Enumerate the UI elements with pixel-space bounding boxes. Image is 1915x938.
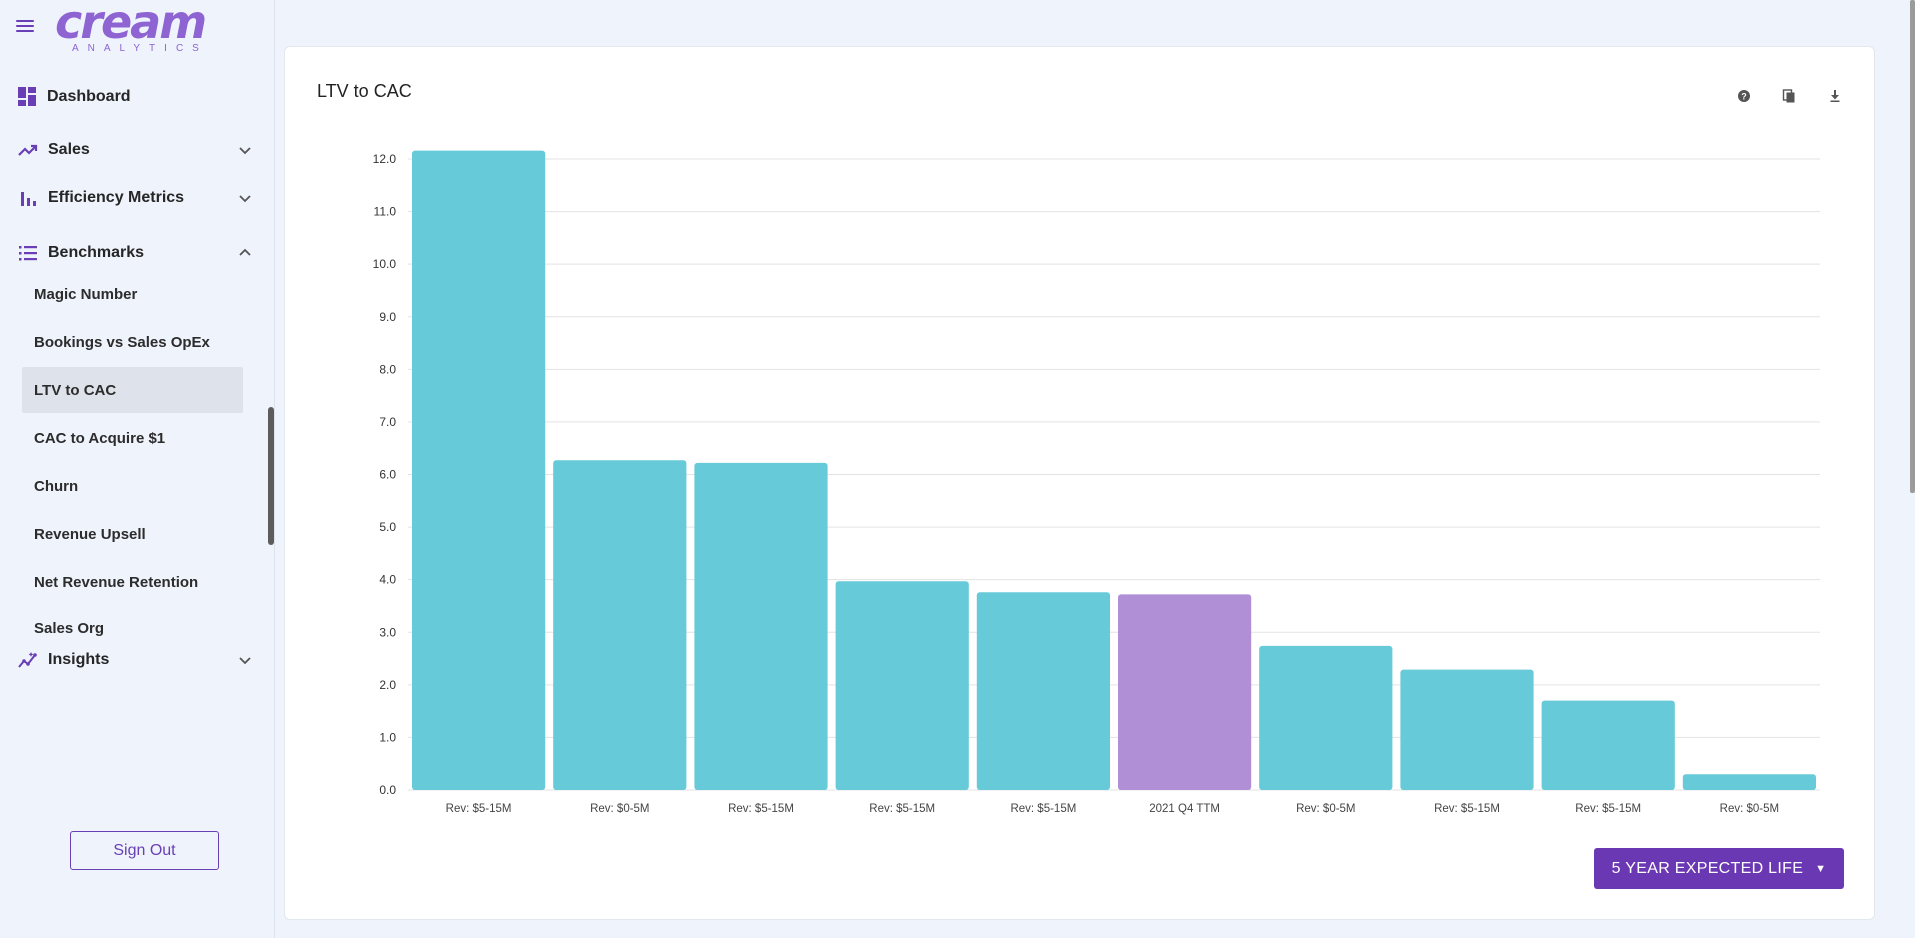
- x-tick-label: Rev: $5-15M: [1434, 803, 1500, 815]
- y-tick-label: 9.0: [379, 310, 396, 324]
- logo-wordmark: cream: [55, 0, 207, 49]
- x-tick-label: Rev: $0-5M: [590, 803, 649, 815]
- sidebar-item-label: Dashboard: [47, 88, 131, 105]
- y-tick-label: 7.0: [379, 415, 396, 429]
- sidebar-item-efficiency-metrics[interactable]: Efficiency Metrics: [0, 178, 260, 218]
- bar[interactable]: [976, 592, 1110, 790]
- y-tick-label: 2.0: [379, 678, 396, 692]
- y-tick-label: 3.0: [379, 625, 396, 639]
- x-tick-label: Rev: $5-15M: [1010, 803, 1076, 815]
- help-icon[interactable]: ?: [1737, 89, 1751, 103]
- expected-life-dropdown[interactable]: 5 YEAR EXPECTED LIFE ▼: [1594, 848, 1844, 889]
- sidebar-item-label: Sales: [48, 141, 90, 158]
- sign-out-button[interactable]: Sign Out: [70, 831, 219, 870]
- sidebar-item-label: Revenue Upsell: [34, 525, 146, 543]
- x-tick-label: 2021 Q4 TTM: [1149, 803, 1220, 815]
- sidebar-item-label: Net Revenue Retention: [34, 573, 199, 591]
- sidebar-item-dashboard[interactable]: Dashboard: [0, 77, 260, 117]
- chevron-down-icon: [239, 657, 251, 665]
- page-title: LTV to CAC: [317, 81, 412, 101]
- x-tick-label: Rev: $5-15M: [728, 803, 794, 815]
- sidebar-item-label: Benchmarks: [48, 244, 145, 261]
- bar[interactable]: [1682, 774, 1816, 790]
- y-tick-label: 4.0: [379, 573, 396, 587]
- y-tick-label: 11.0: [374, 205, 397, 219]
- y-tick-label: 6.0: [379, 468, 396, 482]
- sidebar-item-insights[interactable]: Insights: [0, 640, 260, 680]
- logo-subtitle: ANALYTICS: [72, 43, 208, 54]
- menu-icon[interactable]: [16, 18, 36, 34]
- bar[interactable]: [412, 150, 546, 790]
- chart-card: LTV to CAC ? 0.0 1.0 2.0 3.0 4.0 5.0 6.0 7.0 8.0…: [284, 46, 1875, 920]
- page-scrollbar[interactable]: [1910, 0, 1915, 493]
- sidebar-item-benchmarks[interactable]: Benchmarks: [0, 233, 260, 273]
- sidebar-item-label: LTV to CAC: [34, 381, 117, 399]
- copy-icon[interactable]: [1782, 89, 1796, 103]
- chevron-down-icon: [239, 195, 251, 203]
- insights-icon: [18, 652, 37, 668]
- sidebar-item-ltv-to-cac[interactable]: LTV to CAC: [22, 367, 243, 413]
- sidebar-item-label: Sales Org: [34, 620, 105, 637]
- caret-down-icon: ▼: [1815, 862, 1827, 875]
- sidebar-item-label: Churn: [34, 477, 79, 495]
- bar[interactable]: [1400, 669, 1534, 790]
- sidebar-item-label: Insights: [48, 651, 110, 668]
- sidebar-item-sales-org[interactable]: Sales Org: [22, 608, 243, 638]
- sidebar-item-sales[interactable]: Sales: [0, 130, 260, 170]
- logo: cream ANALYTICS: [55, 0, 225, 56]
- trending-up-icon: [18, 144, 38, 156]
- bar[interactable]: [1118, 594, 1252, 790]
- x-tick-label: Rev: $0-5M: [1720, 803, 1779, 815]
- sidebar-item-cac-to-acquire[interactable]: CAC to Acquire $1: [22, 415, 243, 461]
- x-tick-label: Rev: $5-15M: [869, 803, 935, 815]
- sidebar-item-revenue-upsell[interactable]: Revenue Upsell: [22, 511, 243, 557]
- sidebar-item-churn[interactable]: Churn: [22, 463, 243, 509]
- sidebar-item-label: CAC to Acquire $1: [34, 429, 166, 447]
- y-tick-label: 0.0: [379, 783, 396, 797]
- y-tick-label: 5.0: [379, 520, 396, 534]
- x-tick-label: Rev: $5-15M: [1575, 803, 1641, 815]
- bar[interactable]: [553, 460, 687, 790]
- sidebar-item-label: Magic Number: [34, 285, 138, 303]
- bar-chart-icon: [21, 192, 36, 206]
- chevron-down-icon: [239, 147, 251, 155]
- sidebar-item-bookings-vs-sales-opex[interactable]: Bookings vs Sales OpEx: [22, 319, 243, 365]
- bar[interactable]: [694, 462, 828, 790]
- x-tick-label: Rev: $5-15M: [446, 803, 512, 815]
- chevron-up-icon: [239, 248, 251, 256]
- sidebar-item-net-revenue-retention[interactable]: Net Revenue Retention: [22, 559, 243, 605]
- y-tick-label: 10.0: [373, 257, 397, 271]
- y-tick-label: 12.0: [373, 152, 397, 166]
- bar[interactable]: [835, 581, 969, 790]
- bar[interactable]: [1541, 700, 1675, 790]
- sidebar-item-label: Efficiency Metrics: [48, 189, 185, 206]
- list-icon: [19, 246, 37, 261]
- bar-chart: 0.0 1.0 2.0 3.0 4.0 5.0 6.0 7.0 8.0 9.0 10.0 11.0 12…: [373, 150, 1820, 815]
- dropdown-selected-value: 5 YEAR EXPECTED LIFE: [1611, 859, 1804, 877]
- dashboard-icon: [18, 87, 36, 106]
- bar[interactable]: [1259, 645, 1393, 790]
- sidebar: cream ANALYTICS Dashboard Sales Efficien…: [0, 0, 275, 938]
- y-tick-label: 8.0: [379, 362, 396, 376]
- download-icon[interactable]: [1828, 89, 1842, 103]
- sidebar-scrollbar[interactable]: [268, 407, 274, 545]
- svg-text:?: ?: [1741, 92, 1747, 102]
- y-tick-label: 1.0: [379, 730, 396, 744]
- sidebar-item-label: Bookings vs Sales OpEx: [34, 333, 210, 351]
- x-tick-label: Rev: $0-5M: [1296, 803, 1355, 815]
- sidebar-item-magic-number[interactable]: Magic Number: [22, 271, 243, 317]
